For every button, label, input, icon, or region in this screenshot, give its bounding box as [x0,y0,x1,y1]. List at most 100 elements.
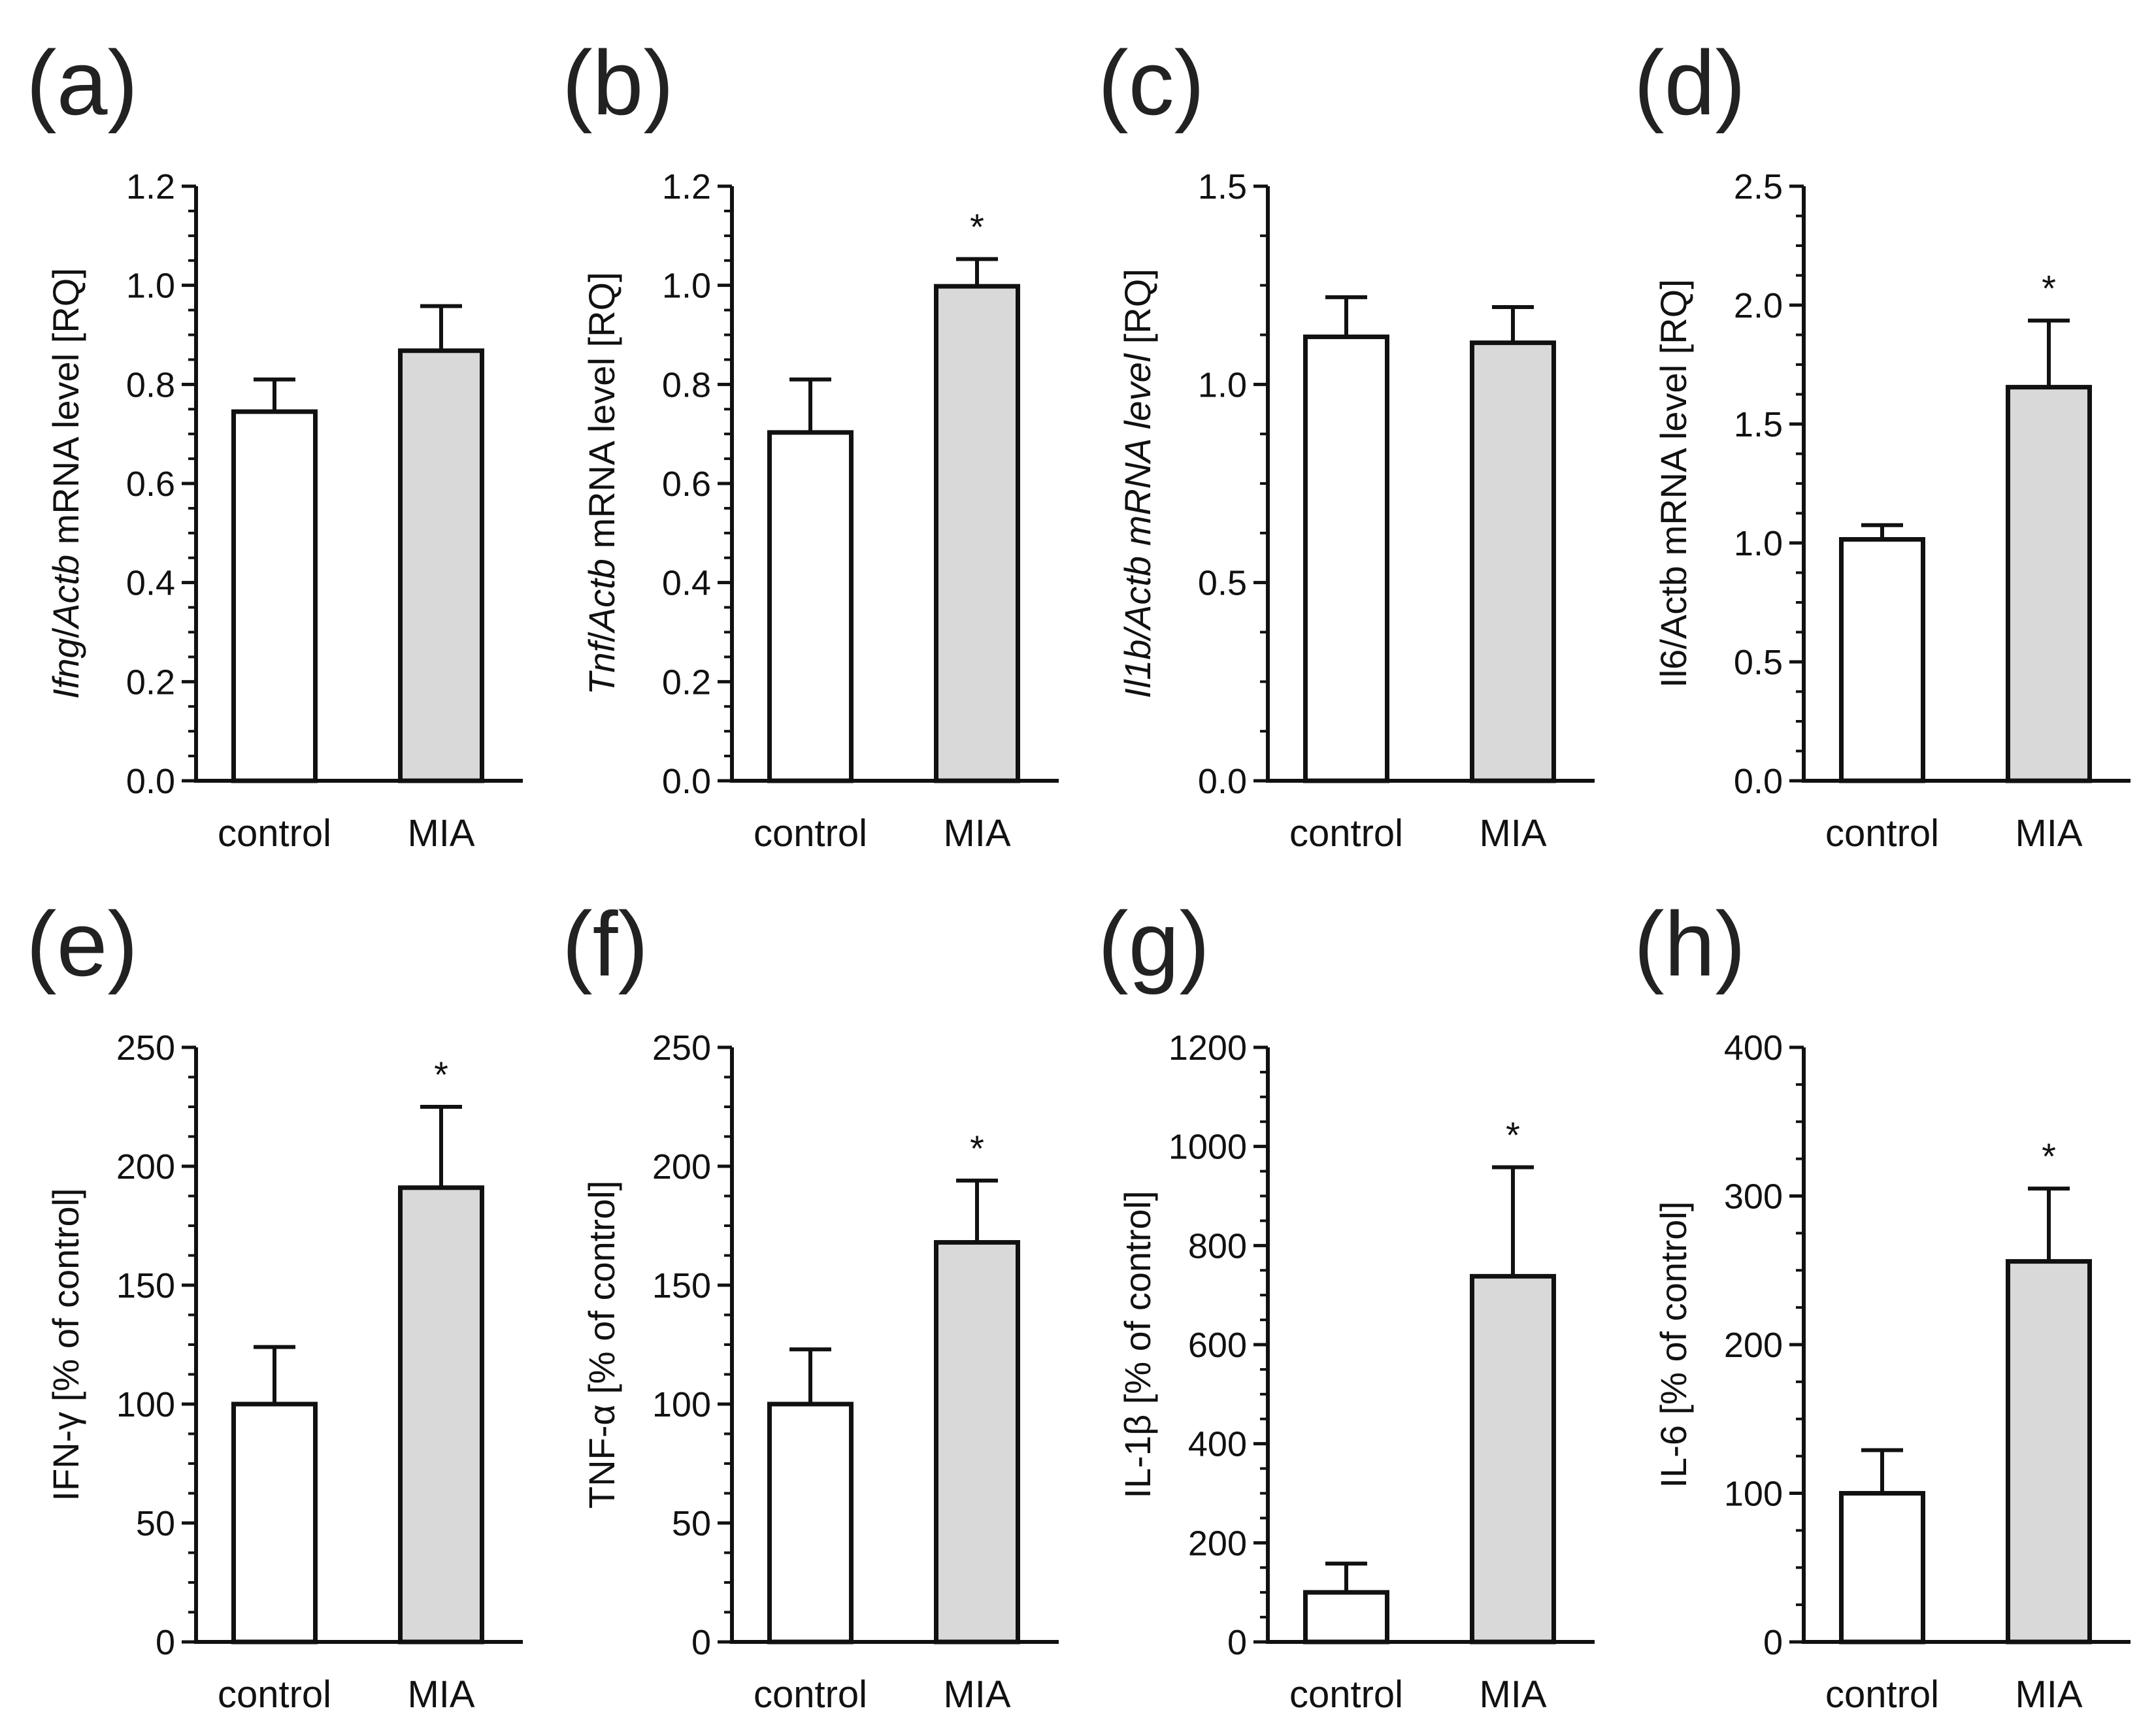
y-axis-label-part: [RQ] [1117,269,1158,354]
y-tick-label: 0.5 [1198,564,1247,603]
y-tick-label: 0.8 [126,365,175,404]
category-label: MIA [2015,1673,2082,1716]
panel-label: (e) [26,893,138,995]
bar-mia [2006,385,2092,783]
category-label: MIA [1479,812,1546,855]
significance-marker: * [970,206,984,247]
significance-marker: * [2042,268,2056,309]
panel-label: (c) [1098,31,1204,134]
y-tick-label: 0.5 [1734,643,1783,682]
y-axis-label-part: Actb [1117,556,1158,631]
category-label: control [1289,812,1403,855]
y-tick-label: 0.6 [126,465,175,504]
y-axis-label: Ifng/Actb mRNA level [RQ] [45,268,86,699]
y-axis-label: Il1b/Actb mRNA level [RQ] [1117,269,1158,698]
y-axis-label: Il6/Actb mRNA level [RQ] [1653,279,1694,688]
y-tick-label: 200 [1724,1326,1783,1365]
y-tick-label: 0 [156,1623,175,1662]
y-tick-label: 100 [116,1385,175,1424]
y-tick-label: 1.2 [662,167,711,206]
significance-marker: * [2042,1136,2056,1177]
y-axis-label: Tnf/Actb mRNA level [RQ] [581,272,622,695]
chart-panel-e: (e) 0 50 100 150 200 250 control MIA * IFN-γ [% of… [26,893,523,1716]
y-tick-label: 50 [136,1504,175,1543]
category-label: control [218,1673,331,1716]
category-label: control [1289,1673,1403,1716]
y-tick-label: 0.0 [1734,762,1783,801]
y-tick-label: 200 [116,1147,175,1187]
y-axis-label-part: Il1b [1117,640,1158,698]
y-tick-label: 1.0 [662,267,711,306]
y-tick-label: 1.2 [126,167,175,206]
y-tick-label: 0.6 [662,465,711,504]
panel-label: (b) [562,31,674,134]
y-axis-label-part: Actb [45,555,86,630]
category-label: MIA [407,812,474,855]
y-tick-label: 0.4 [126,564,175,603]
y-axis-label-part: Actb [581,559,622,634]
y-tick-label: 0 [1227,1623,1247,1662]
category-label: MIA [407,1673,474,1716]
y-tick-label: 50 [672,1504,711,1543]
chart-panel-h: (h) 0 100 200 300 400 control MIA * IL-6 [% of co… [1634,893,2131,1716]
category-label: control [1825,1673,1939,1716]
chart-panel-c: (c) 0.0 0.5 1.0 1.5 control MIA Il1b/Actb mRNA … [1098,31,1595,855]
panel-label: (g) [1098,893,1210,995]
y-axis-label-part: mRNA level [RQ] [581,272,622,559]
category-label: MIA [1479,1673,1546,1716]
panel-label: (d) [1634,31,1746,134]
bar-control [767,1401,854,1645]
y-tick-label: 0.4 [662,564,711,603]
y-axis-label-part: TNF-α [% of control] [581,1181,622,1509]
y-axis-label: IL-6 [% of control] [1653,1202,1694,1488]
y-tick-label: 1.5 [1198,167,1247,206]
y-axis-label: IL-1β [% of control] [1117,1190,1158,1498]
y-tick-label: 1200 [1169,1028,1247,1068]
y-tick-label: 0 [1763,1623,1783,1662]
y-tick-label: 100 [1724,1475,1783,1514]
y-tick-label: 250 [116,1028,175,1068]
chart-panel-f: (f) 0 50 100 150 200 250 control MIA * TNF-α [% of… [562,893,1059,1716]
bar-control [1303,1590,1389,1645]
significance-marker: * [1506,1115,1520,1156]
y-tick-label: 200 [652,1147,711,1187]
category-label: control [754,812,867,855]
y-tick-label: 1.0 [126,267,175,306]
bar-mia [1470,1273,1556,1645]
y-axis-label: IFN-γ [% of control] [45,1188,86,1501]
y-tick-label: 2.5 [1734,167,1783,206]
chart-panel-g: (g) 0 200 400 600 800 1000 1200 control MIA * IL-1β… [1098,893,1595,1716]
category-label: control [754,1673,867,1716]
bar-mia [934,1239,1020,1645]
panel-label: (a) [26,31,138,134]
category-label: MIA [2015,812,2082,855]
bar-control [231,409,318,783]
y-axis-label-part: IL-1β [% of control] [1117,1190,1158,1498]
y-tick-label: 800 [1188,1226,1247,1266]
y-tick-label: 1.0 [1734,524,1783,563]
category-label: control [1825,812,1939,855]
y-tick-label: 200 [1188,1524,1247,1563]
y-tick-label: 400 [1724,1028,1783,1068]
y-axis-label: TNF-α [% of control] [581,1181,622,1509]
y-axis-label-part: Tnf [581,638,622,695]
y-tick-label: 150 [116,1266,175,1305]
category-label: MIA [943,1673,1010,1716]
significance-marker: * [970,1128,984,1169]
panel-label: (h) [1634,893,1746,995]
y-axis-label-part: mRNA level [RQ] [45,268,86,555]
y-tick-label: 300 [1724,1177,1783,1217]
chart-panel-d: (d) 0.0 0.5 1.0 1.5 2.0 2.5 control MIA * Il6/Actb… [1634,31,2131,855]
y-tick-label: 0.8 [662,365,711,404]
y-tick-label: 600 [1188,1326,1247,1365]
bar-mia [1470,340,1556,783]
y-axis-label-part: Il6/Actb mRNA level [RQ] [1653,279,1694,688]
bar-control [767,430,854,783]
category-label: MIA [943,812,1010,855]
y-axis-label-part: IL-6 [% of control] [1653,1202,1694,1488]
y-axis-label-part: IFN-γ [% of control] [45,1188,86,1501]
category-label: control [218,812,331,855]
bar-control [1303,335,1389,783]
panel-label: (f) [562,893,648,995]
